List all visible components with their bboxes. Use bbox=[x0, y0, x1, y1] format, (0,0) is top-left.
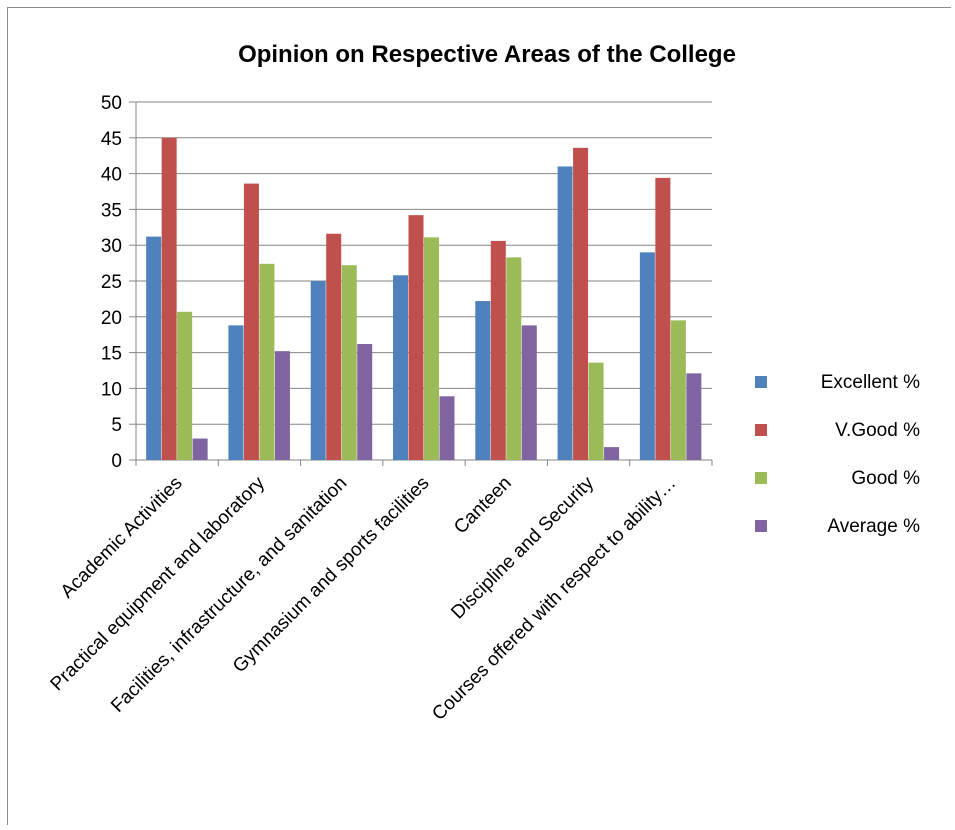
bar bbox=[192, 438, 208, 460]
bar bbox=[573, 147, 589, 460]
legend-label: V.Good % bbox=[835, 420, 920, 441]
bar bbox=[341, 265, 357, 460]
legend-swatch bbox=[755, 472, 767, 484]
bar bbox=[310, 281, 326, 460]
bar bbox=[655, 177, 671, 460]
bar bbox=[604, 447, 620, 460]
y-tick-label: 50 bbox=[101, 93, 122, 114]
bar bbox=[326, 233, 342, 460]
y-tick-label: 10 bbox=[101, 379, 122, 400]
x-tick-label: Discipline and Security bbox=[447, 472, 598, 623]
y-tick-label: 35 bbox=[101, 200, 122, 221]
chart-title: Opinion on Respective Areas of the Colle… bbox=[238, 41, 736, 68]
bar bbox=[521, 325, 537, 460]
bar bbox=[670, 320, 686, 460]
bar bbox=[146, 236, 162, 460]
y-axis: 0 5 10 15 20 25 30 35 40 45 50 bbox=[101, 93, 137, 472]
y-tick-label: 5 bbox=[111, 415, 122, 436]
bar bbox=[557, 166, 573, 460]
x-tick-label: Canteen bbox=[450, 473, 516, 539]
bar bbox=[393, 275, 408, 460]
bar bbox=[490, 240, 506, 460]
bar bbox=[274, 351, 290, 460]
y-tick-label: 15 bbox=[101, 344, 122, 365]
bar bbox=[161, 137, 177, 461]
bars bbox=[146, 137, 702, 461]
chart-area bbox=[7, 7, 951, 825]
legend-label: Good % bbox=[851, 468, 920, 489]
y-tick-label: 30 bbox=[101, 236, 122, 257]
y-tick-label: 45 bbox=[101, 129, 122, 150]
bar bbox=[639, 252, 655, 460]
bar bbox=[588, 362, 604, 460]
bar bbox=[424, 237, 439, 460]
bar bbox=[439, 396, 455, 460]
bar bbox=[357, 344, 373, 460]
legend: Excellent % V.Good % Good % Average % bbox=[755, 372, 920, 537]
bar bbox=[408, 215, 424, 460]
bar bbox=[475, 301, 491, 460]
legend-label: Excellent % bbox=[821, 372, 920, 393]
y-tick-label: 40 bbox=[101, 165, 122, 186]
bar bbox=[259, 263, 275, 460]
bar bbox=[177, 311, 193, 460]
bar bbox=[243, 183, 259, 460]
y-tick-label: 20 bbox=[101, 308, 122, 329]
bar bbox=[228, 325, 244, 460]
legend-swatch bbox=[755, 424, 767, 436]
bar bbox=[506, 257, 522, 460]
legend-swatch bbox=[755, 520, 767, 532]
x-axis bbox=[135, 459, 713, 466]
y-tick-label: 0 bbox=[111, 451, 122, 472]
legend-label: Average % bbox=[827, 516, 920, 537]
legend-swatch bbox=[755, 376, 767, 388]
bar bbox=[686, 373, 702, 460]
y-tick-label: 25 bbox=[101, 272, 122, 293]
